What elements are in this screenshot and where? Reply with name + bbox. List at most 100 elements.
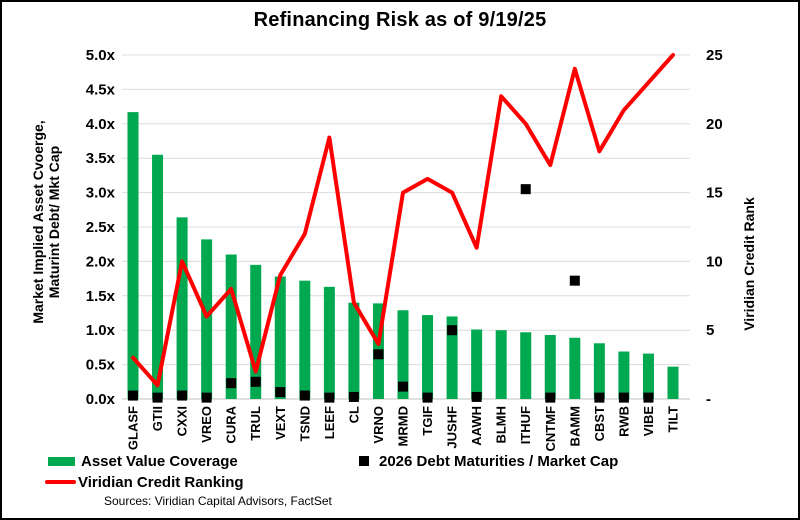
marker-vreo (201, 392, 212, 403)
x-tick-label-mrmd: MRMD (396, 406, 411, 446)
marker-tgif (422, 392, 433, 403)
bar-tsnd (299, 280, 311, 399)
source-note: Sources: Viridian Capital Advisors, Fact… (104, 494, 332, 508)
x-tick-label-vibe: VIBE (641, 406, 656, 437)
x-tick-label-ithuf: ITHUF (518, 406, 533, 444)
marker-leef (324, 392, 335, 403)
marker-cntmf (545, 392, 556, 403)
left-axis-tick-label: 1.5x (86, 288, 116, 305)
marker-cbst (594, 392, 605, 403)
bar-vext (274, 276, 286, 399)
bar-tgif (422, 315, 434, 399)
marker-glasf (128, 390, 138, 401)
marker-vrno (373, 349, 384, 360)
legend-label-asset-value-coverage: Asset Value Coverage (81, 452, 238, 470)
bar-blmh (495, 330, 507, 399)
bar-leef (323, 286, 335, 399)
bar-trul (250, 264, 262, 399)
x-tick-label-vext: VEXT (273, 406, 288, 440)
marker-aawh (471, 391, 482, 402)
left-axis-tick-label: 3.0x (86, 185, 116, 202)
x-tick-label-jushf: JUSHF (445, 406, 460, 449)
marker-vext (275, 387, 286, 398)
bar-ithuf (520, 332, 532, 399)
marker-cl (348, 391, 359, 402)
marker-tsnd (299, 390, 310, 401)
x-tick-label-cbst: CBST (592, 406, 607, 441)
x-tick-label-cntmf: CNTMF (543, 406, 558, 452)
marker-cura (226, 378, 237, 389)
x-tick-label-trul: TRUL (248, 406, 263, 441)
bar-vreo (201, 239, 213, 399)
x-tick-label-cl: CL (346, 406, 361, 423)
right-axis-tick-label: 15 (706, 185, 723, 202)
bar-cbst (593, 343, 605, 399)
right-axis-tick-label: 5 (706, 322, 714, 339)
right-axis-tick-label: - (706, 391, 711, 408)
left-axis-tick-label: 3.5x (86, 150, 116, 167)
credit-ranking-line (131, 53, 675, 388)
combo-chart: 0.0x 0.5x 1.0x 1.5x 2.0x 2.5x 3.0x 3.5x 4.0x 4.5x… (30, 47, 757, 452)
left-axis-tick-label: 4.0x (86, 116, 116, 133)
left-axis-tick-label: 2.0x (86, 253, 116, 270)
x-tick-label-glasf: GLASF (126, 406, 141, 450)
x-tick-label-tgif: TGIF (420, 406, 435, 436)
bar-jushf (446, 316, 458, 399)
legend-item-credit-ranking: Viridian Credit Ranking (45, 473, 244, 491)
legend-item-debt-maturities: 2026 Debt Maturities / Market Cap (359, 452, 618, 470)
square-marker-swatch-icon (359, 456, 369, 466)
chart-title: Refinancing Risk as of 9/19/25 (253, 9, 547, 31)
left-axis-title-line1: Market Implied Asset Cvoerge, (30, 120, 46, 323)
right-axis-tick-label: 20 (706, 116, 723, 133)
marker-rwb (618, 392, 629, 403)
bar-cl (348, 302, 360, 399)
left-axis-tick-label: 1.0x (86, 322, 116, 339)
bar-glasf (127, 112, 139, 399)
x-tick-label-vreo: VREO (199, 406, 214, 443)
x-tick-label-vrno: VRNO (371, 406, 386, 444)
bar-aawh (471, 329, 483, 399)
marker-mrmd (398, 381, 408, 392)
x-tick-label-gtii: GTII (150, 406, 165, 431)
marker-bamm (569, 275, 580, 286)
left-axis-tick-label: 5.0x (86, 47, 116, 64)
legend-label-debt-maturities: 2026 Debt Maturities / Market Cap (379, 452, 619, 470)
bar-cura (225, 254, 237, 399)
bar-cxxi (176, 217, 188, 399)
x-tick-label-blmh: BLMH (494, 406, 509, 444)
bar-tilt (667, 366, 679, 399)
bar-vibe (642, 353, 654, 399)
marker-cxxi (177, 390, 188, 401)
x-tick-label-leef: LEEF (322, 406, 337, 439)
x-tick-label-tsnd: TSND (297, 406, 312, 441)
right-axis-tick-label: 25 (706, 47, 723, 64)
right-axis-title: Viridian Credit Rank (741, 197, 757, 331)
right-axis-tick-label: 10 (706, 253, 723, 270)
x-tick-label-rwb: RWB (616, 406, 631, 437)
x-tick-label-aawh: AAWH (469, 406, 484, 446)
legend-item-asset-value-coverage: Asset Value Coverage (48, 452, 238, 470)
bar-bamm (569, 337, 581, 399)
left-axis-title-line2: Maturint Debt/ Mkt Cap (46, 146, 62, 298)
x-tick-label-tilt: TILT (666, 406, 681, 433)
bar-mrmd (397, 310, 409, 399)
x-tick-label-bamm: BAMM (567, 406, 582, 446)
legend-label-credit-ranking: Viridian Credit Ranking (78, 473, 244, 491)
bar-gtii (152, 154, 164, 399)
marker-gtii (152, 392, 163, 403)
x-tick-label-cura: CURA (224, 405, 239, 443)
marker-trul (250, 376, 261, 387)
left-axis-tick-label: 2.5x (86, 219, 116, 236)
left-axis-tick-label: 4.5x (86, 81, 116, 98)
left-axis-tick-label: 0.5x (86, 357, 116, 374)
marker-vibe (643, 392, 654, 403)
x-tick-label-cxxi: CXXI (175, 406, 190, 436)
marker-jushf (447, 325, 458, 336)
bar-rwb (618, 351, 630, 399)
left-axis-tick-label: 0.0x (86, 391, 116, 408)
bar-series-swatch-icon (48, 456, 75, 466)
bar-cntmf (544, 335, 556, 399)
marker-ithuf (520, 184, 531, 195)
line-series-swatch-icon (45, 479, 76, 485)
